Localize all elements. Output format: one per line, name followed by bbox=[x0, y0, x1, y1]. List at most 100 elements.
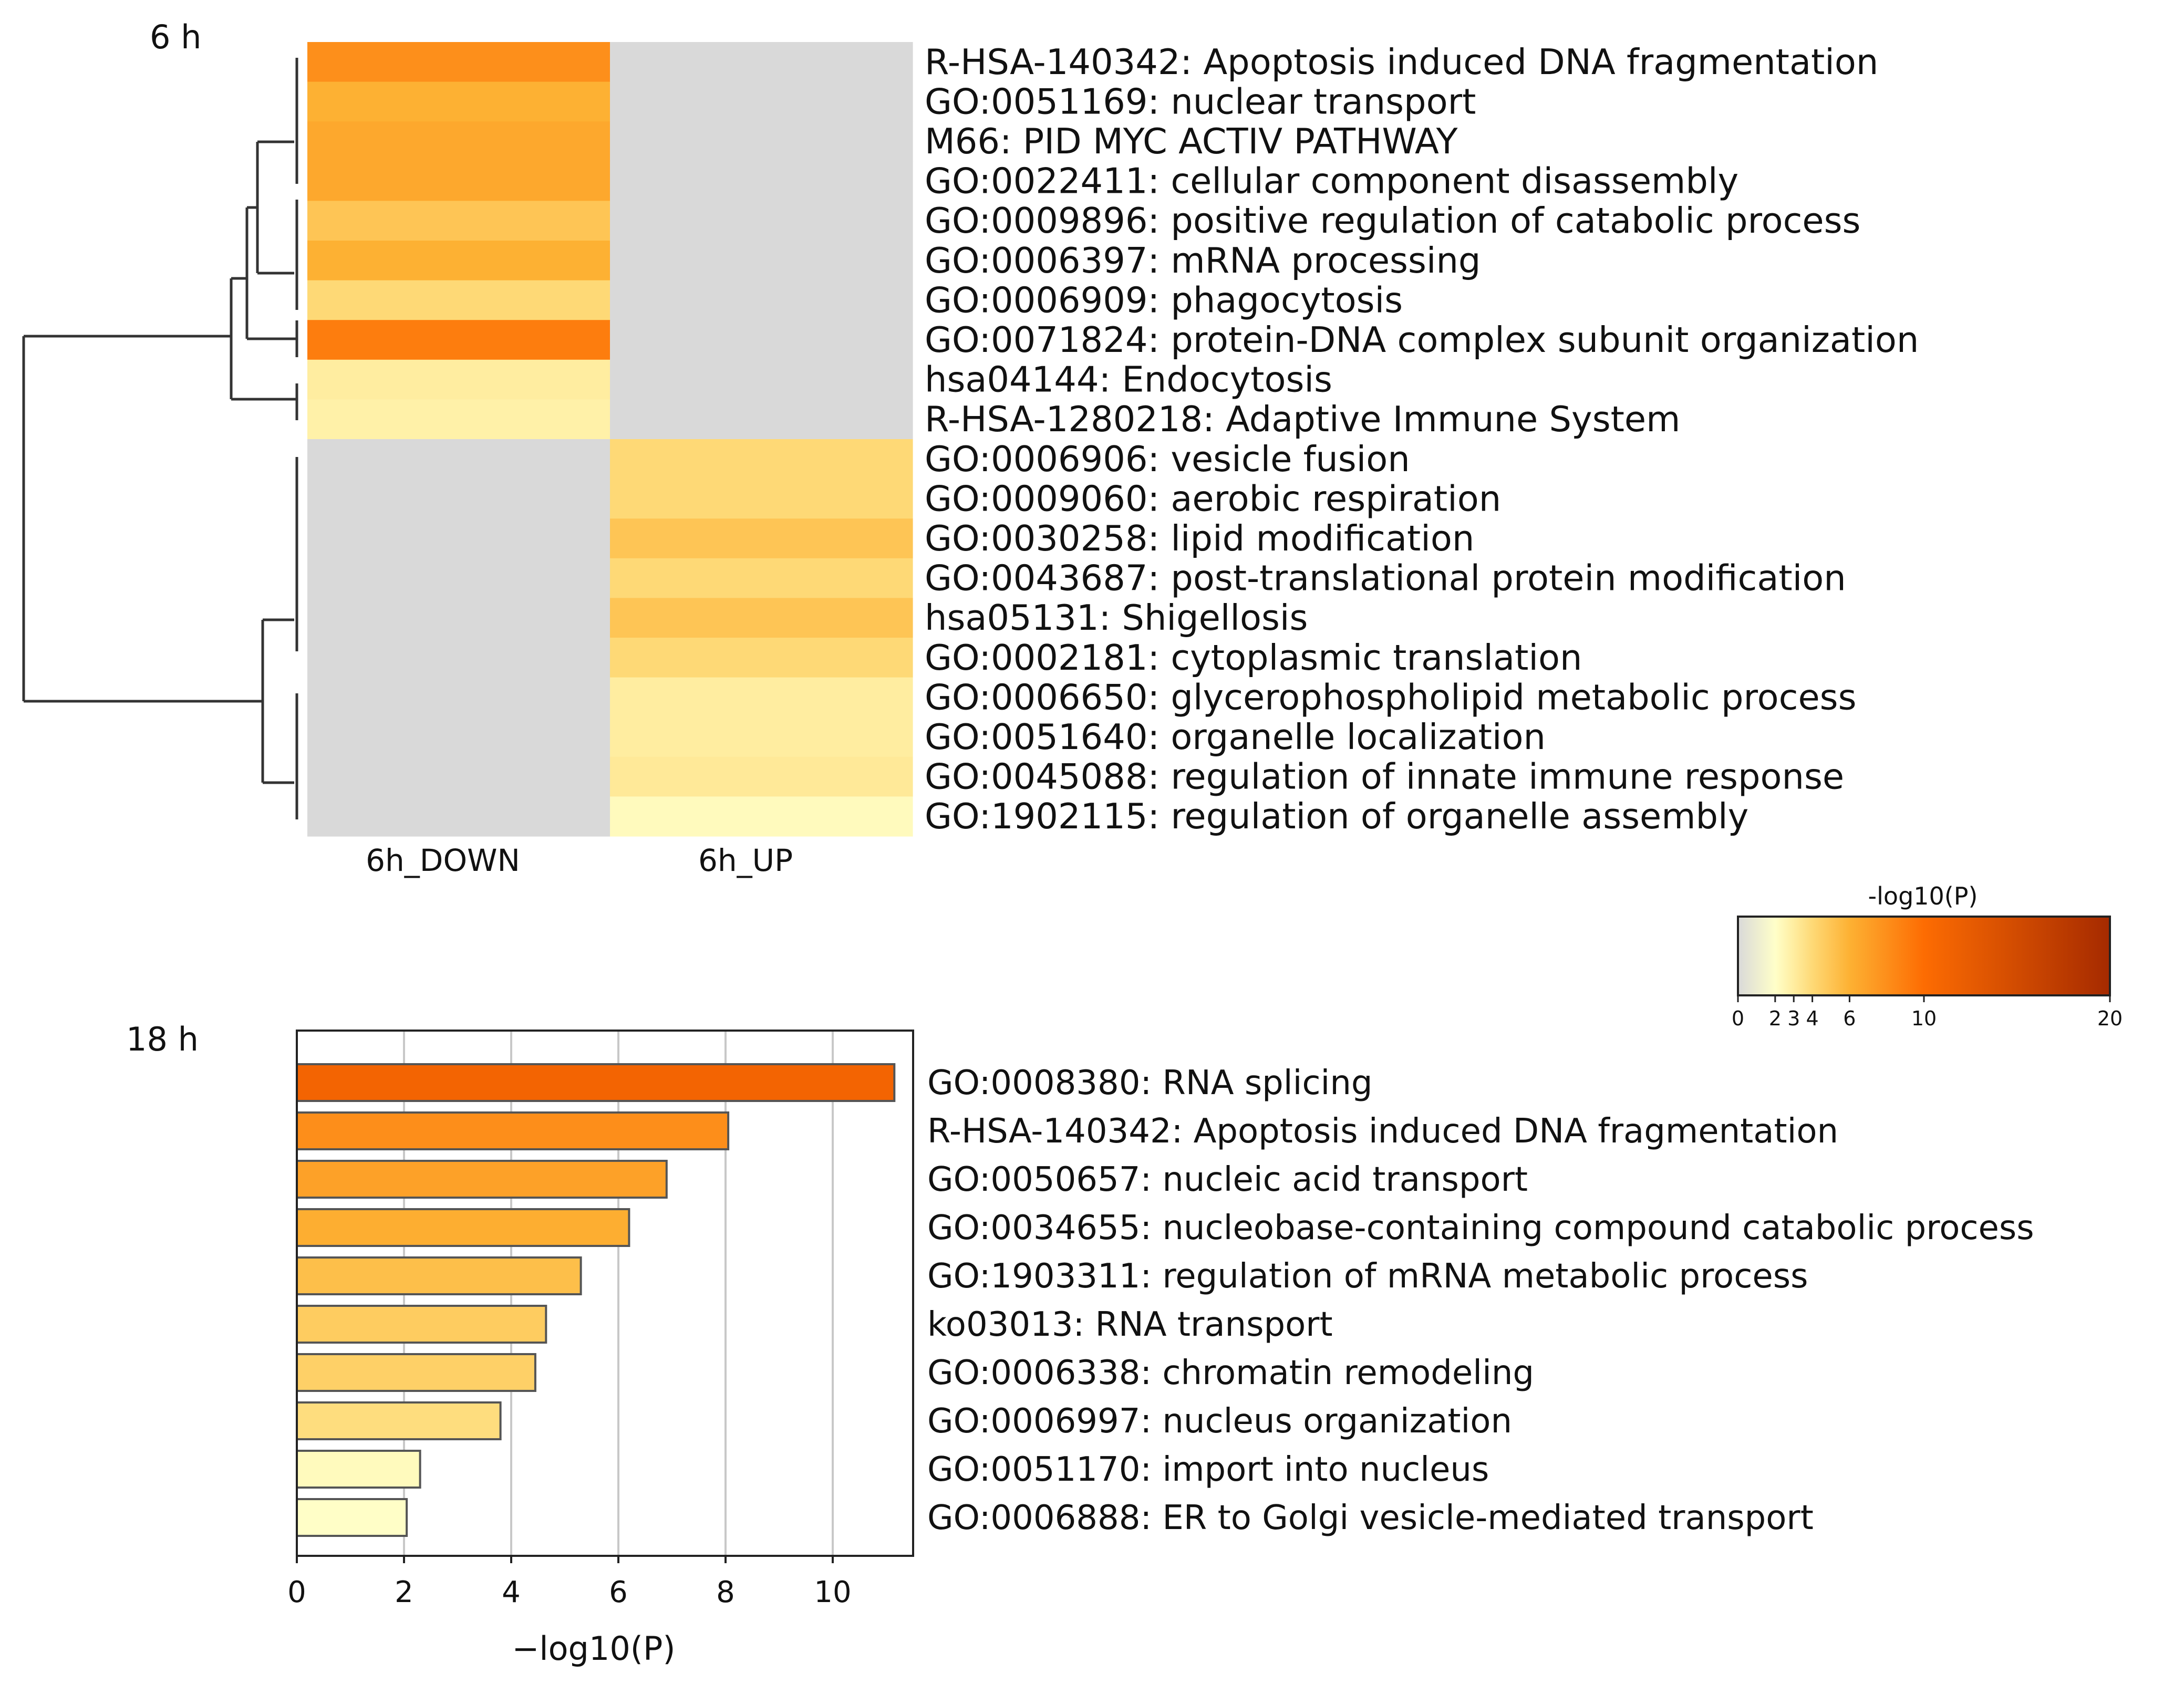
heatmap-row-label: GO:0022411: cellular component disassemb… bbox=[925, 161, 1738, 202]
colorbar-tick-label: 0 bbox=[1732, 1007, 1744, 1030]
bar-category-label: GO:0050657: nucleic acid transport bbox=[927, 1160, 1528, 1199]
heatmap-cell bbox=[307, 479, 610, 519]
bar bbox=[296, 1450, 421, 1489]
colorbar-tick-label: 20 bbox=[2097, 1007, 2123, 1030]
heatmap-cell bbox=[610, 439, 913, 480]
colorbar-tick-label: 3 bbox=[1787, 1007, 1800, 1030]
heatmap-cell bbox=[307, 518, 610, 559]
bar-series bbox=[296, 1063, 896, 1537]
heatmap-row-label: GO:0006650: glycerophospholipid metaboli… bbox=[925, 677, 1856, 718]
bar-x-axis-title: −log10(P) bbox=[512, 1629, 675, 1668]
heatmap-cell bbox=[307, 796, 610, 837]
heatmap-cell bbox=[307, 439, 610, 480]
colorbar-ticks: 0 2 3 4 6 10 20 bbox=[1732, 995, 2123, 1030]
heatmap-cell bbox=[307, 121, 610, 162]
heatmap-row-label: GO:0051169: nuclear transport bbox=[925, 81, 1476, 122]
bar-category-label: GO:0051170: import into nucleus bbox=[927, 1450, 1489, 1489]
bar-x-tick-label: 10 bbox=[814, 1575, 851, 1609]
bar-category-label: GO:0006888: ER to Golgi vesicle-mediated… bbox=[927, 1499, 1814, 1537]
heatmap-row-label: GO:0071824: protein-DNA complex subunit … bbox=[925, 319, 1919, 360]
heatmap-row-labels: R-HSA-140342: Apoptosis induced DNA frag… bbox=[925, 41, 1919, 837]
bar bbox=[296, 1305, 547, 1344]
bar bbox=[296, 1498, 408, 1537]
heatmap-cell bbox=[610, 320, 913, 360]
heatmap-cell bbox=[307, 756, 610, 797]
heatmap-row-label: GO:0009896: positive regulation of catab… bbox=[925, 200, 1860, 241]
heatmap-cell bbox=[307, 677, 610, 718]
bar-category-label: ko03013: RNA transport bbox=[927, 1305, 1333, 1344]
heatmap-cell bbox=[610, 121, 913, 162]
bar-category-label: GO:0008380: RNA splicing bbox=[927, 1064, 1373, 1103]
bar-x-tick-label: 6 bbox=[609, 1575, 628, 1609]
colorbar: -log10(P) 0 2 3 4 6 10 20 bbox=[1732, 882, 2123, 1030]
heatmap-cell bbox=[307, 399, 610, 440]
heatmap-row-label: R-HSA-140342: Apoptosis induced DNA frag… bbox=[925, 41, 1878, 82]
heatmap-row-label: GO:0043687: post-translational protein m… bbox=[925, 558, 1846, 599]
heatmap-row-label: GO:0009060: aerobic respiration bbox=[925, 478, 1501, 519]
bar-category-label: R-HSA-140342: Apoptosis induced DNA frag… bbox=[927, 1112, 1838, 1151]
heatmap-cell bbox=[610, 241, 913, 281]
heatmap-cell bbox=[610, 796, 913, 837]
heatmap-row-label: hsa05131: Shigellosis bbox=[925, 597, 1308, 638]
heatmap-row-label: M66: PID MYC ACTIV PATHWAY bbox=[925, 121, 1458, 162]
heatmap-cell bbox=[610, 558, 913, 598]
heatmap-cell bbox=[307, 638, 610, 678]
colorbar-tick-label: 2 bbox=[1769, 1007, 1782, 1030]
bar-category-label: GO:0006997: nucleus organization bbox=[927, 1402, 1512, 1441]
heatmap-cell bbox=[610, 359, 913, 400]
bar bbox=[296, 1256, 582, 1295]
heatmap-column-labels: 6h_DOWN 6h_UP bbox=[366, 843, 793, 878]
heatmap-cell bbox=[307, 598, 610, 638]
heatmap-cell bbox=[307, 320, 610, 360]
heatmap-cell bbox=[610, 756, 913, 797]
colorbar-tick-label: 6 bbox=[1843, 1007, 1856, 1030]
bar-x-tick-label: 0 bbox=[287, 1575, 306, 1609]
colorbar-gradient bbox=[1737, 916, 2111, 996]
bar-category-label: GO:1903311: regulation of mRNA metabolic… bbox=[927, 1257, 1808, 1296]
heatmap-cell bbox=[610, 280, 913, 320]
bar-plot-frame bbox=[296, 1030, 914, 1557]
heatmap-cell bbox=[610, 638, 913, 678]
heatmap-column-label: 6h_DOWN bbox=[366, 843, 520, 878]
heatmap-cells bbox=[307, 42, 913, 837]
heatmap-cell bbox=[307, 558, 610, 598]
bar-x-ticks: 0 2 4 6 8 10 bbox=[287, 1556, 852, 1609]
bar bbox=[296, 1160, 668, 1199]
bar-category-label: GO:0006338: chromatin remodeling bbox=[927, 1354, 1534, 1392]
bar bbox=[296, 1063, 896, 1102]
bar bbox=[296, 1401, 502, 1440]
heatmap-row-label: R-HSA-1280218: Adaptive Immune System bbox=[925, 399, 1680, 440]
colorbar-tick-label: 10 bbox=[1911, 1007, 1937, 1030]
heatmap-cell bbox=[307, 81, 610, 122]
heatmap-cell bbox=[610, 399, 913, 440]
heatmap-row-label: GO:0051640: organelle localization bbox=[925, 716, 1546, 757]
heatmap-row-label: GO:0002181: cytoplasmic translation bbox=[925, 637, 1582, 678]
heatmap-cell bbox=[610, 598, 913, 638]
bar-category-label: GO:0034655: nucleobase-containing compou… bbox=[927, 1209, 2034, 1248]
bar-x-tick-label: 8 bbox=[716, 1575, 735, 1609]
heatmap-row-label: GO:0030258: lipid modification bbox=[925, 518, 1474, 559]
heatmap-cell bbox=[307, 201, 610, 241]
heatmap-cell bbox=[610, 717, 913, 757]
heatmap-row-label: GO:1902115: regulation of organelle asse… bbox=[925, 796, 1748, 837]
bar-panel-title: 18 h bbox=[126, 1020, 199, 1058]
colorbar-title: -log10(P) bbox=[1868, 882, 1978, 910]
heatmap-cell bbox=[307, 42, 610, 82]
heatmap-cell bbox=[610, 479, 913, 519]
heatmap-cell bbox=[610, 677, 913, 718]
heatmap-cell bbox=[307, 717, 610, 757]
heatmap-cell bbox=[307, 161, 610, 201]
heatmap-row-label: hsa04144: Endocytosis bbox=[925, 359, 1332, 400]
heatmap-dendrogram bbox=[22, 58, 298, 819]
bar-x-tick-label: 4 bbox=[502, 1575, 521, 1609]
heatmap-column-label: 6h_UP bbox=[698, 843, 793, 878]
heatmap-cell bbox=[610, 518, 913, 559]
heatmap-row-label: GO:0006909: phagocytosis bbox=[925, 279, 1403, 320]
heatmap-row-label: GO:0045088: regulation of innate immune … bbox=[925, 756, 1844, 797]
heatmap-cell bbox=[610, 81, 913, 122]
heatmap-cell bbox=[610, 161, 913, 201]
heatmap-cell bbox=[307, 280, 610, 320]
colorbar-tick-label: 4 bbox=[1806, 1007, 1819, 1030]
bar-category-labels: GO:0008380: RNA splicing R-HSA-140342: Ap… bbox=[927, 1064, 2034, 1537]
